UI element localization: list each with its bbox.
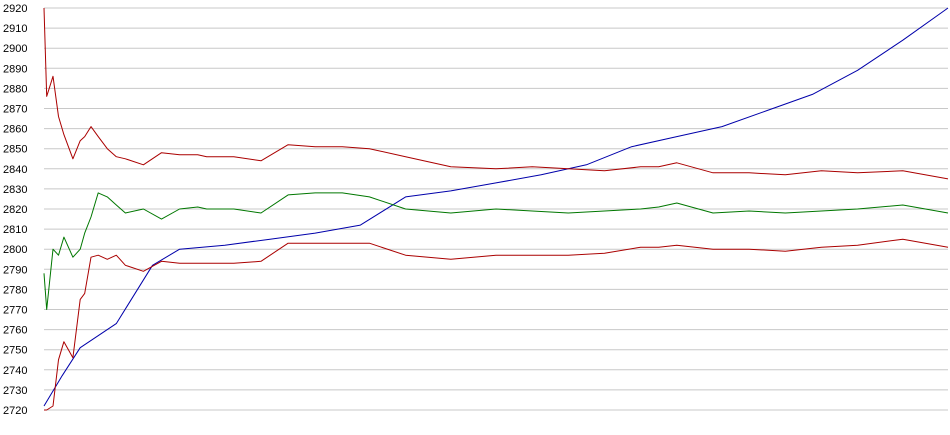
y-tick-label: 2870 — [3, 104, 27, 116]
y-tick-label: 2770 — [3, 305, 27, 317]
y-tick-label: 2900 — [3, 43, 27, 55]
series-lines — [43, 7, 949, 411]
y-tick-label: 2820 — [3, 204, 27, 216]
y-tick-label: 2800 — [3, 244, 27, 256]
y-tick-label: 2780 — [3, 284, 27, 296]
series-line-3 — [43, 7, 949, 180]
y-tick-label: 2790 — [3, 264, 27, 276]
y-tick-label: 2920 — [3, 3, 27, 15]
y-tick-label: 2860 — [3, 124, 27, 136]
y-tick-label: 2850 — [3, 144, 27, 156]
y-tick-label: 2750 — [3, 345, 27, 357]
y-tick-label: 2810 — [3, 224, 27, 236]
y-tick-label: 2890 — [3, 63, 27, 75]
series-line-4 — [44, 238, 949, 411]
series-line-2 — [43, 192, 949, 310]
y-axis-tick-labels: 2720 2730 2740 2750 2760 2770 2780 2790 2800 2810… — [3, 3, 27, 417]
y-tick-label: 2840 — [3, 164, 27, 176]
y-tick-label: 2730 — [3, 385, 27, 397]
y-tick-label: 2880 — [3, 83, 27, 95]
y-tick-label: 2740 — [3, 365, 27, 377]
series-line-1 — [43, 7, 949, 407]
y-tick-label: 2830 — [3, 184, 27, 196]
y-tick-label: 2720 — [3, 405, 27, 417]
y-tick-label: 2910 — [3, 23, 27, 35]
y-tick-label: 2760 — [3, 325, 27, 337]
